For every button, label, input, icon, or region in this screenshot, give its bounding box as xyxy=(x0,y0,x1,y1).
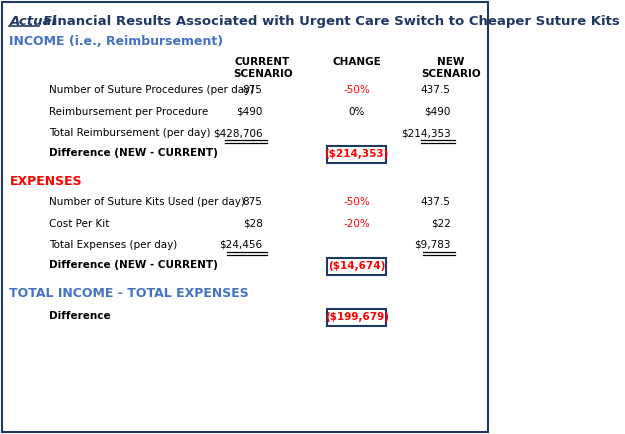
Text: $490: $490 xyxy=(236,107,262,117)
Text: $28: $28 xyxy=(242,218,262,228)
Text: $490: $490 xyxy=(424,107,451,117)
Text: 875: 875 xyxy=(242,85,262,95)
Text: TOTAL INCOME - TOTAL EXPENSES: TOTAL INCOME - TOTAL EXPENSES xyxy=(9,286,249,299)
Text: Number of Suture Procedures (per day): Number of Suture Procedures (per day) xyxy=(49,85,254,95)
Text: Actual: Actual xyxy=(9,15,56,28)
FancyBboxPatch shape xyxy=(327,147,386,164)
FancyBboxPatch shape xyxy=(327,258,386,275)
Text: Total Reimbursement (per day): Total Reimbursement (per day) xyxy=(49,128,210,138)
Text: ($199,679): ($199,679) xyxy=(324,311,389,321)
Text: -50%: -50% xyxy=(343,85,370,95)
Text: NEW
SCENARIO: NEW SCENARIO xyxy=(421,57,481,79)
FancyBboxPatch shape xyxy=(2,3,488,432)
Text: EXPENSES: EXPENSES xyxy=(9,174,82,187)
Text: 437.5: 437.5 xyxy=(421,197,451,207)
Text: Total Expenses (per day): Total Expenses (per day) xyxy=(49,240,177,250)
Text: -50%: -50% xyxy=(343,197,370,207)
Text: $214,353: $214,353 xyxy=(401,128,451,138)
Text: Cost Per Kit: Cost Per Kit xyxy=(49,218,109,228)
Text: 875: 875 xyxy=(242,197,262,207)
Text: INCOME (i.e., Reimbursement): INCOME (i.e., Reimbursement) xyxy=(9,35,224,48)
Text: ($214,353): ($214,353) xyxy=(324,149,389,159)
FancyBboxPatch shape xyxy=(327,309,386,326)
Text: Difference (NEW - CURRENT): Difference (NEW - CURRENT) xyxy=(49,148,217,158)
Text: $22: $22 xyxy=(431,218,451,228)
Text: Number of Suture Kits Used (per day): Number of Suture Kits Used (per day) xyxy=(49,197,244,207)
Text: CURRENT
SCENARIO: CURRENT SCENARIO xyxy=(232,57,292,79)
Text: Difference (NEW - CURRENT): Difference (NEW - CURRENT) xyxy=(49,260,217,270)
Text: 0%: 0% xyxy=(349,107,365,117)
Text: CHANGE: CHANGE xyxy=(332,57,381,67)
Text: ($14,674): ($14,674) xyxy=(328,260,386,270)
Text: Reimbursement per Procedure: Reimbursement per Procedure xyxy=(49,107,208,117)
Text: $428,706: $428,706 xyxy=(213,128,262,138)
Text: 437.5: 437.5 xyxy=(421,85,451,95)
Text: Financial Results Associated with Urgent Care Switch to Cheaper Suture Kits: Financial Results Associated with Urgent… xyxy=(39,15,620,28)
Text: -20%: -20% xyxy=(343,218,370,228)
Text: Difference: Difference xyxy=(49,310,110,320)
Text: $24,456: $24,456 xyxy=(219,240,262,250)
Text: $9,783: $9,783 xyxy=(414,240,451,250)
